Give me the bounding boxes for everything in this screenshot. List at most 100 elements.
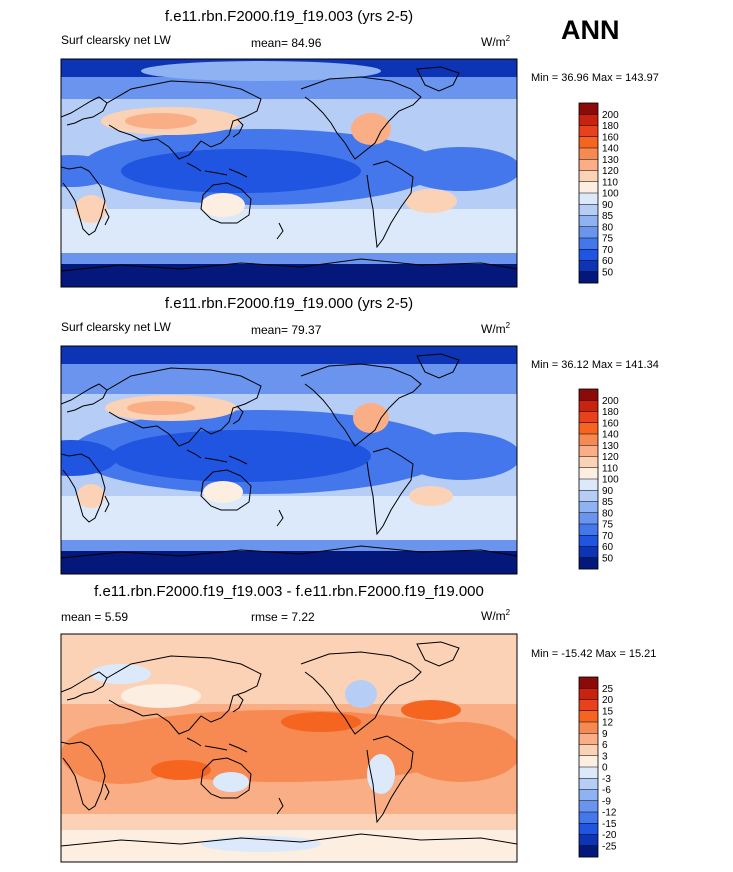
map-panel-3 <box>61 634 517 862</box>
colorbar-swatch <box>579 733 598 745</box>
colorbar-swatch <box>579 778 598 790</box>
panel-3-minmax: Min = -15.42 Max = 15.21 <box>531 648 657 660</box>
colorbar-swatch <box>579 524 598 536</box>
colorbar-swatch <box>579 260 598 273</box>
colorbar-tick-label: -15 <box>602 819 617 830</box>
colorbar-swatch <box>579 238 598 250</box>
colorbar-swatch <box>579 744 598 757</box>
colorbar-tick-label: -12 <box>602 808 617 819</box>
colorbar-swatch <box>579 411 598 424</box>
colorbar-tick-label: 25 <box>602 684 614 695</box>
colorbar-swatch <box>579 479 598 491</box>
colorbar-tick-label: -3 <box>602 774 611 785</box>
colorbar-swatch <box>579 422 598 435</box>
colorbar-tick-label: 80 <box>602 222 614 233</box>
colorbar-swatch <box>579 789 598 802</box>
colorbar-swatch <box>579 170 598 183</box>
colorbar-swatch <box>579 148 598 160</box>
colorbar-tick-label: 6 <box>602 740 608 751</box>
colorbar-tick-label: 60 <box>602 256 614 267</box>
colorbar-tick-label: 130 <box>602 155 619 166</box>
colorbar-swatch <box>579 699 598 712</box>
colorbar-tick-label: 70 <box>602 245 614 256</box>
colorbar-swatch <box>579 512 598 525</box>
panel-3-mean-label: mean = 5.59 <box>61 610 129 624</box>
colorbar-swatch <box>579 125 598 138</box>
colorbar-tick-label: 50 <box>602 267 614 278</box>
colorbar-swatch <box>579 159 598 171</box>
colorbar-tick-label: 12 <box>602 718 614 729</box>
colorbar-tick-label: 70 <box>602 531 614 542</box>
colorbar-swatch <box>579 834 598 847</box>
colorbar-tick-label: 100 <box>602 475 619 486</box>
colorbar-tick-label: 85 <box>602 497 614 508</box>
colorbar-tick-label: 140 <box>602 430 619 441</box>
colorbar-tick-label: -9 <box>602 796 611 807</box>
season-label: ANN <box>561 15 620 45</box>
colorbar-swatch <box>579 722 598 734</box>
colorbar-tick-label: 110 <box>602 463 618 474</box>
colorbar-swatch <box>579 434 598 446</box>
colorbar-tick-label: 140 <box>602 144 619 155</box>
colorbar-tick-label: 120 <box>602 452 619 463</box>
colorbar-tick-label: 85 <box>602 211 614 222</box>
colorbar-tick-label: -6 <box>602 785 611 796</box>
panel-2-units: W/m2 <box>481 321 511 336</box>
colorbar-tick-label: 3 <box>602 751 608 762</box>
colorbar-swatch <box>579 800 598 813</box>
colorbar-tick-label: 130 <box>602 441 619 452</box>
panel-1-variable-label: Surf clearsky net LW <box>61 33 171 47</box>
colorbar-swatch <box>579 677 598 689</box>
colorbar-swatch <box>579 710 598 723</box>
panel-1-mean-label: mean= 84.96 <box>251 36 322 50</box>
colorbar-tick-label: -25 <box>602 841 617 852</box>
colorbar-tick-label: 120 <box>602 166 619 177</box>
map-panel-2 <box>61 346 517 574</box>
colorbar-swatch <box>579 755 598 768</box>
colorbar-swatch <box>579 501 598 514</box>
colorbar-tick-label: 160 <box>602 418 619 429</box>
panel-3-units: W/m2 <box>481 608 511 623</box>
colorbar-swatch <box>579 812 598 824</box>
colorbar-swatch <box>579 845 598 858</box>
colorbar-tick-label: 75 <box>602 520 614 531</box>
colorbar-tick-label: 60 <box>602 542 614 553</box>
colorbar-swatch <box>579 271 598 284</box>
colorbar-tick-label: -20 <box>602 830 617 841</box>
panel-1-title: f.e11.rbn.F2000.f19_f19.003 (yrs 2-5) <box>164 8 414 25</box>
colorbar-swatch <box>579 557 598 570</box>
colorbar-swatch <box>579 389 598 401</box>
colorbar-swatch <box>579 688 598 700</box>
colorbar-swatch <box>579 400 598 412</box>
panel-1-minmax: Min = 36.96 Max = 143.97 <box>531 72 659 84</box>
panel-1-units: W/m2 <box>481 34 511 49</box>
colorbar-tick-label: 180 <box>602 121 619 132</box>
colorbar-tick-label: 80 <box>602 508 614 519</box>
colorbar-tick-label: 90 <box>602 200 614 211</box>
panel-2-mean-label: mean= 79.37 <box>251 323 322 337</box>
colorbar-swatch <box>579 445 598 457</box>
panel-3-title: f.e11.rbn.F2000.f19_f19.003 - f.e11.rbn.… <box>94 583 484 600</box>
colorbar-swatch <box>579 546 598 559</box>
colorbar-swatch <box>579 467 598 480</box>
colorbar-swatch <box>579 249 598 261</box>
colorbar-tick-label: 180 <box>602 407 619 418</box>
colorbar-tick-label: 20 <box>602 695 614 706</box>
colorbar-tick-label: 9 <box>602 729 608 740</box>
colorbar-tick-label: 50 <box>602 553 614 564</box>
colorbar-tick-label: 75 <box>602 234 614 245</box>
colorbar-tick-label: 200 <box>602 110 619 121</box>
colorbar-swatch <box>579 823 598 835</box>
colorbar-swatch <box>579 226 598 239</box>
panel-2-title: f.e11.rbn.F2000.f19_f19.000 (yrs 2-5) <box>164 295 414 312</box>
colorbar-swatch <box>579 181 598 194</box>
map-panel-1 <box>61 59 517 287</box>
colorbar-swatch <box>579 767 598 779</box>
colorbar-swatch <box>579 204 598 216</box>
colorbar-tick-label: 90 <box>602 486 614 497</box>
panel-2-minmax: Min = 36.12 Max = 141.34 <box>531 359 659 371</box>
colorbar-tick-label: 200 <box>602 396 619 407</box>
